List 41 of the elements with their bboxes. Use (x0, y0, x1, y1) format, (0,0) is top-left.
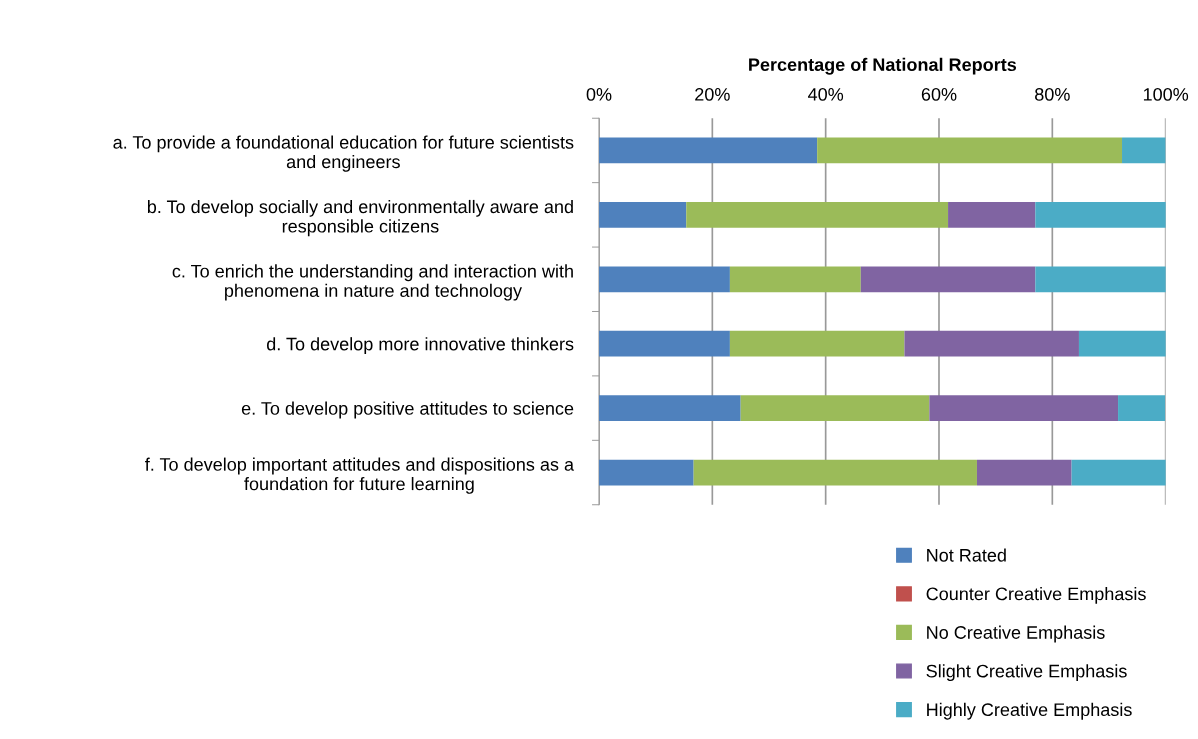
bar (1122, 137, 1166, 164)
bar (686, 201, 949, 228)
bar (1118, 395, 1166, 421)
y-tick-label: d. To develop more innovative thinkers (266, 337, 574, 354)
x-tick-label: 0% (586, 88, 612, 101)
bar (817, 137, 1123, 164)
bar (693, 459, 977, 486)
bar (976, 459, 1072, 486)
y-tick-label: a. To provide a foundational education for future scientists and engineers (113, 135, 574, 172)
x-tick-label: 80% (1035, 88, 1070, 101)
legend-label: No Creative Emphasis (927, 625, 1105, 643)
bar (599, 330, 730, 357)
y-tick-label: c. To enrich the understanding and interaction with phenomena in nature and technology (172, 264, 573, 301)
x-tick-label: 60% (921, 88, 957, 101)
bar (1071, 459, 1166, 486)
bar (740, 395, 930, 421)
bar (1078, 330, 1166, 357)
bar (729, 330, 905, 357)
x-tick-label: 20% (695, 88, 730, 101)
y-tick-label: e. To develop positive attitudes to science (241, 401, 574, 419)
bar (599, 201, 687, 228)
bar (860, 266, 1036, 293)
bar (729, 266, 861, 293)
y-tick-label: b. To develop socially and environmentally aware and responsible citizens (147, 199, 573, 237)
bar (599, 395, 741, 421)
legend-label: Not Rated (927, 548, 1006, 562)
bar (599, 266, 730, 293)
x-tick-label: 40% (808, 88, 844, 101)
bar (1035, 266, 1166, 293)
bar (948, 201, 1036, 228)
x-tick-label: 100% (1143, 88, 1189, 101)
bar (904, 330, 1079, 357)
x-axis-title: Percentage of National Reports (749, 57, 1017, 75)
bar (599, 459, 694, 486)
y-tick-label: f. To develop important attitudes and dispositions as a foundation for future learning (145, 457, 575, 494)
bar (1035, 201, 1166, 228)
legend-label: Slight Creative Emphasis (926, 664, 1127, 682)
bar (599, 137, 818, 164)
legend-label: Highly Creative Emphasis (927, 702, 1132, 720)
bar (929, 395, 1119, 421)
legend-label: Counter Creative Emphasis (926, 587, 1146, 604)
